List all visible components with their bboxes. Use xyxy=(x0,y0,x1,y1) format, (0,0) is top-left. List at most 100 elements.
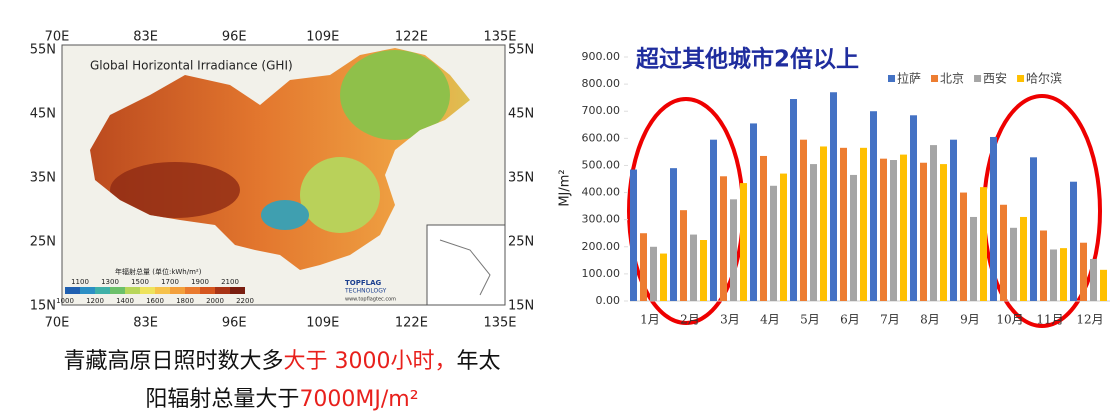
bar xyxy=(1100,269,1107,301)
inset-coast xyxy=(439,239,491,296)
legend-label: 1200 xyxy=(86,297,104,305)
lat-label: 45N xyxy=(508,107,534,122)
lat-label: 25N xyxy=(508,235,534,250)
bar xyxy=(980,187,987,301)
x-tick-label: 9月 xyxy=(960,313,980,327)
legend-label: 1400 xyxy=(116,297,134,305)
lon-label: 70E xyxy=(45,316,70,331)
bar xyxy=(1090,258,1097,301)
legend-label: 西安 xyxy=(983,71,1007,86)
lon-label: 135E xyxy=(483,316,516,331)
bar xyxy=(730,199,737,301)
bar xyxy=(950,139,957,301)
chart-title: 超过其他城市2倍以上 xyxy=(636,46,859,73)
y-tick-label: 400.00 xyxy=(582,186,621,199)
lat-label: 55N xyxy=(30,43,56,58)
legend-label: 1500 xyxy=(131,278,149,286)
legend-label: 1000 xyxy=(56,297,74,305)
bar xyxy=(710,139,717,301)
legend-swatch xyxy=(110,287,125,294)
bar xyxy=(900,154,907,301)
bar xyxy=(700,240,707,301)
bar xyxy=(990,136,997,301)
bar xyxy=(1060,248,1067,301)
lon-label: 70E xyxy=(45,30,70,45)
x-tick-label: 4月 xyxy=(760,313,780,327)
x-tick-label: 5月 xyxy=(800,313,820,327)
legend-swatch xyxy=(1017,75,1025,82)
lat-label: 35N xyxy=(508,171,534,186)
bar xyxy=(840,147,847,301)
map-inset xyxy=(426,224,506,306)
logo-name: TOPFLAG xyxy=(345,279,382,287)
lat-label: 55N xyxy=(508,43,534,58)
x-tick-label: 2月 xyxy=(680,313,700,327)
legend-swatch xyxy=(185,287,200,294)
bar xyxy=(1070,181,1077,301)
bar xyxy=(630,169,637,301)
bar xyxy=(960,192,967,301)
lon-label: 109E xyxy=(306,316,339,331)
legend-swatch xyxy=(230,287,245,294)
legend-label: 2200 xyxy=(236,297,254,305)
lat-label: 35N xyxy=(30,171,56,186)
caption-segment: 阳辐射总量大于 xyxy=(145,387,299,412)
y-tick-label: 900.00 xyxy=(582,50,621,63)
bar xyxy=(750,123,757,301)
legend-swatch xyxy=(170,287,185,294)
bar xyxy=(930,145,937,301)
legend-swatch xyxy=(215,287,230,294)
bar xyxy=(1000,204,1007,301)
caption-line: 青藏高原日照时数大多大于 3000小时，年太 xyxy=(63,349,500,374)
bar xyxy=(660,253,667,301)
bar xyxy=(670,168,677,301)
bar xyxy=(790,99,797,302)
bar xyxy=(970,216,977,301)
lon-label: 83E xyxy=(133,30,158,45)
legend-title: 年辐射总量 (单位:kWh/m²) xyxy=(115,267,202,276)
bar xyxy=(1080,242,1087,301)
legend-label: 1100 xyxy=(71,278,89,286)
logo-sub: TECHNOLOGY xyxy=(344,288,387,295)
bar xyxy=(850,174,857,301)
bar xyxy=(870,111,877,301)
caption-segment: 7000MJ/m² xyxy=(299,387,418,412)
bar xyxy=(920,162,927,301)
caption-segment: 年太 xyxy=(456,349,500,374)
bar xyxy=(720,176,727,301)
y-tick-label: 200.00 xyxy=(582,240,621,253)
bar xyxy=(810,164,817,301)
legend-label: 1800 xyxy=(176,297,194,305)
lon-label: 83E xyxy=(133,316,158,331)
legend-swatch xyxy=(974,75,982,82)
x-tick-label: 12月 xyxy=(1076,313,1103,327)
bar xyxy=(880,158,887,301)
bar xyxy=(940,164,947,301)
legend-swatch xyxy=(155,287,170,294)
lon-label: 122E xyxy=(395,30,428,45)
bar xyxy=(770,185,777,301)
lon-label: 96E xyxy=(222,316,247,331)
bar xyxy=(830,92,837,301)
bar xyxy=(910,115,917,302)
map-title: Global Horizontal Irradiance (GHI) xyxy=(90,59,293,73)
legend-swatch xyxy=(931,75,939,82)
legend-swatch xyxy=(140,287,155,294)
bar xyxy=(800,139,807,301)
y-tick-label: 100.00 xyxy=(582,267,621,280)
bar xyxy=(690,234,697,301)
bar xyxy=(780,173,787,301)
bar xyxy=(650,246,657,301)
lon-label: 96E xyxy=(222,30,247,45)
legend-label: 1600 xyxy=(146,297,164,305)
legend-swatch xyxy=(888,75,895,82)
x-tick-label: 1月 xyxy=(640,313,660,327)
legend-label: 1300 xyxy=(101,278,119,286)
bar xyxy=(1010,227,1017,301)
bar xyxy=(640,233,647,301)
legend-swatch xyxy=(200,287,215,294)
bar xyxy=(1040,230,1047,301)
caption-segment: 青藏高原日照时数大多 xyxy=(63,349,283,374)
